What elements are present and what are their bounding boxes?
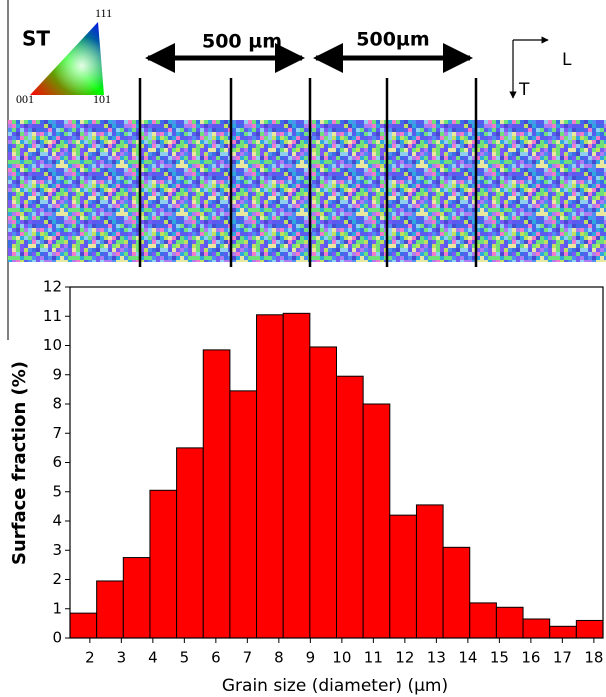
x-tick-label: 12: [395, 649, 414, 667]
x-tick-label: 6: [211, 649, 221, 667]
direction-label: L: [562, 50, 572, 70]
x-tick-label: 4: [148, 649, 158, 667]
y-tick-label: 7: [52, 424, 62, 442]
x-tick-label: 9: [306, 649, 316, 667]
y-tick-label: 8: [52, 395, 62, 413]
bar: [549, 625, 577, 639]
y-tick-label: 10: [43, 336, 62, 354]
bar: [415, 504, 444, 639]
y-tick-label: 11: [43, 307, 62, 325]
x-tick-label: 16: [521, 649, 540, 667]
x-tick-label: 11: [364, 649, 383, 667]
ipf-triangle-shade: [30, 22, 104, 95]
y-tick-label: 12: [43, 278, 62, 296]
x-tick-label: 2: [85, 649, 95, 667]
y-tick-label: 9: [52, 365, 62, 383]
bar: [309, 346, 338, 639]
x-tick-label: 15: [490, 649, 509, 667]
bar: [176, 447, 204, 639]
bar: [256, 314, 284, 639]
section-lines: [138, 78, 478, 267]
y-axis-label: Surface fraction (%): [9, 361, 30, 565]
bar: [229, 390, 258, 639]
y-tick-label: 1: [52, 599, 62, 617]
x-tick-label: 18: [584, 649, 603, 667]
bar: [149, 489, 178, 639]
pole-label: 101: [93, 92, 111, 106]
x-tick-label: 14: [458, 649, 477, 667]
scale-label: 500µm: [356, 29, 429, 51]
bar: [362, 403, 391, 639]
x-tick-label: 7: [243, 649, 253, 667]
bar: [202, 349, 231, 639]
bar: [282, 312, 311, 639]
bar: [469, 602, 497, 639]
bar: [389, 514, 417, 639]
bar: [442, 546, 471, 639]
x-tick-label: 8: [274, 649, 284, 667]
ipf-label: ST: [22, 27, 50, 51]
bar: [522, 618, 551, 639]
y-tick-label: 2: [52, 570, 62, 588]
x-tick-label: 13: [427, 649, 446, 667]
pole-label: 111: [95, 6, 112, 20]
x-tick-label: 5: [180, 649, 190, 667]
y-tick-label: 5: [52, 482, 62, 500]
direction-label: T: [518, 80, 530, 100]
x-tick-label: 3: [117, 649, 127, 667]
scale-label: 500 µm: [202, 31, 282, 53]
bar: [122, 557, 151, 639]
y-tick-label: 4: [52, 512, 62, 530]
y-tick-label: 3: [52, 541, 62, 559]
pole-label: 001: [16, 92, 34, 106]
bar: [575, 619, 604, 639]
bar: [336, 375, 364, 639]
x-tick-label: 17: [553, 649, 572, 667]
bar: [69, 612, 98, 639]
y-tick-label: 6: [52, 453, 62, 471]
x-axis-label: Grain size (diameter) (µm): [222, 676, 448, 696]
y-tick-label: 0: [52, 629, 62, 647]
bar: [495, 606, 524, 639]
x-tick-label: 10: [332, 649, 351, 667]
bar: [96, 580, 124, 639]
ebsd-grains: [8, 120, 606, 262]
